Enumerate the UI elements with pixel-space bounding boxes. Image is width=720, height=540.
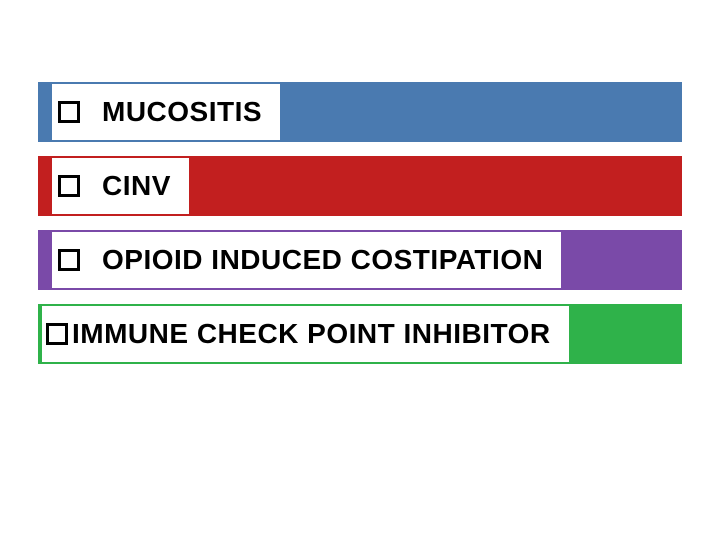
label-box: OPIOID INDUCED COSTIPATION (52, 232, 561, 288)
topic-label: IMMUNE CHECK POINT INHIBITOR (72, 318, 551, 350)
topic-list: MUCOSITIS CINV OPIOID INDUCED COSTIPATION I… (38, 82, 682, 364)
topic-label: OPIOID INDUCED COSTIPATION (102, 244, 543, 276)
topic-bar: IMMUNE CHECK POINT INHIBITOR (38, 304, 682, 364)
topic-label: MUCOSITIS (102, 96, 262, 128)
topic-bar: OPIOID INDUCED COSTIPATION (38, 230, 682, 290)
topic-bar: MUCOSITIS (38, 82, 682, 142)
checkbox-bullet-icon (46, 323, 68, 345)
label-box: IMMUNE CHECK POINT INHIBITOR (42, 306, 569, 362)
label-box: MUCOSITIS (52, 84, 280, 140)
label-box: CINV (52, 158, 189, 214)
checkbox-bullet-icon (58, 175, 80, 197)
topic-bar: CINV (38, 156, 682, 216)
checkbox-bullet-icon (58, 101, 80, 123)
checkbox-bullet-icon (58, 249, 80, 271)
topic-label: CINV (102, 170, 171, 202)
